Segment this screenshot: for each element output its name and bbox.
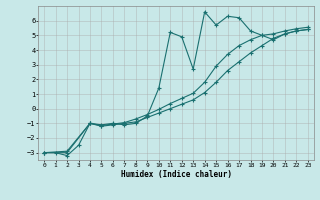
- X-axis label: Humidex (Indice chaleur): Humidex (Indice chaleur): [121, 170, 231, 179]
